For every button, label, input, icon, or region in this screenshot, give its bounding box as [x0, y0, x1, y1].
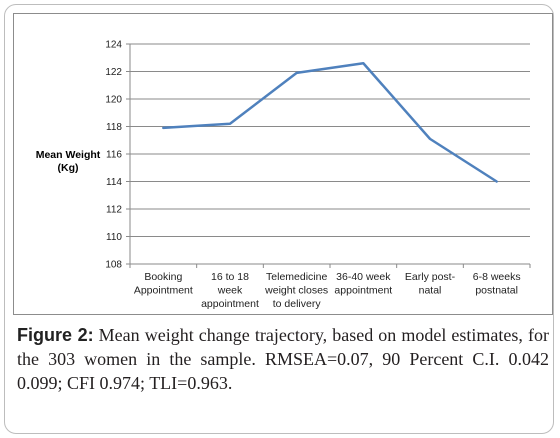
y-tick-label: 118 — [106, 122, 122, 133]
series-line — [162, 62, 498, 183]
line-chart: 108 110 112 114 116 118 120 122 124 Booking Appoin… — [105, 40, 531, 310]
y-axis-label: Mean Weight (Kg) — [32, 149, 104, 175]
y-tick-label: 108 — [105, 260, 122, 271]
figure-label: Figure 2: — [17, 325, 94, 345]
figure-caption: Figure 2: Mean weight change trajectory,… — [17, 323, 549, 395]
y-tick-label: 116 — [106, 150, 122, 161]
y-tick-label: 122 — [105, 67, 122, 78]
y-axis-label-line-1: Mean Weight — [35, 149, 101, 161]
x-tick-label: 6-8 weeks postnatal — [473, 271, 521, 297]
y-tick-label: 112 — [106, 205, 122, 216]
x-tick-label: 36-40 week appointment — [334, 271, 392, 297]
y-tick-label: 114 — [106, 177, 122, 188]
chart-area: Mean Weight (Kg) 108 110 112 114 116 118 120 12… — [13, 13, 553, 315]
caption-text: Mean weight change trajectory, based on … — [17, 325, 549, 393]
figure-frame: Mean Weight (Kg) 108 110 112 114 116 118 120 12… — [4, 4, 554, 434]
y-tick-label: 124 — [105, 40, 122, 51]
y-tick-label: 110 — [106, 232, 122, 243]
y-tick-label: 120 — [105, 95, 122, 106]
x-tick-label: Booking Appointment — [134, 271, 193, 297]
y-axis-label-line-2: (Kg) — [57, 162, 79, 174]
x-tick-label: Early post-natal — [405, 271, 456, 297]
x-tick-label: Telemedicine weight closes to delivery — [264, 271, 328, 310]
x-tick-label: 16 to 18 week appointment — [201, 271, 259, 310]
